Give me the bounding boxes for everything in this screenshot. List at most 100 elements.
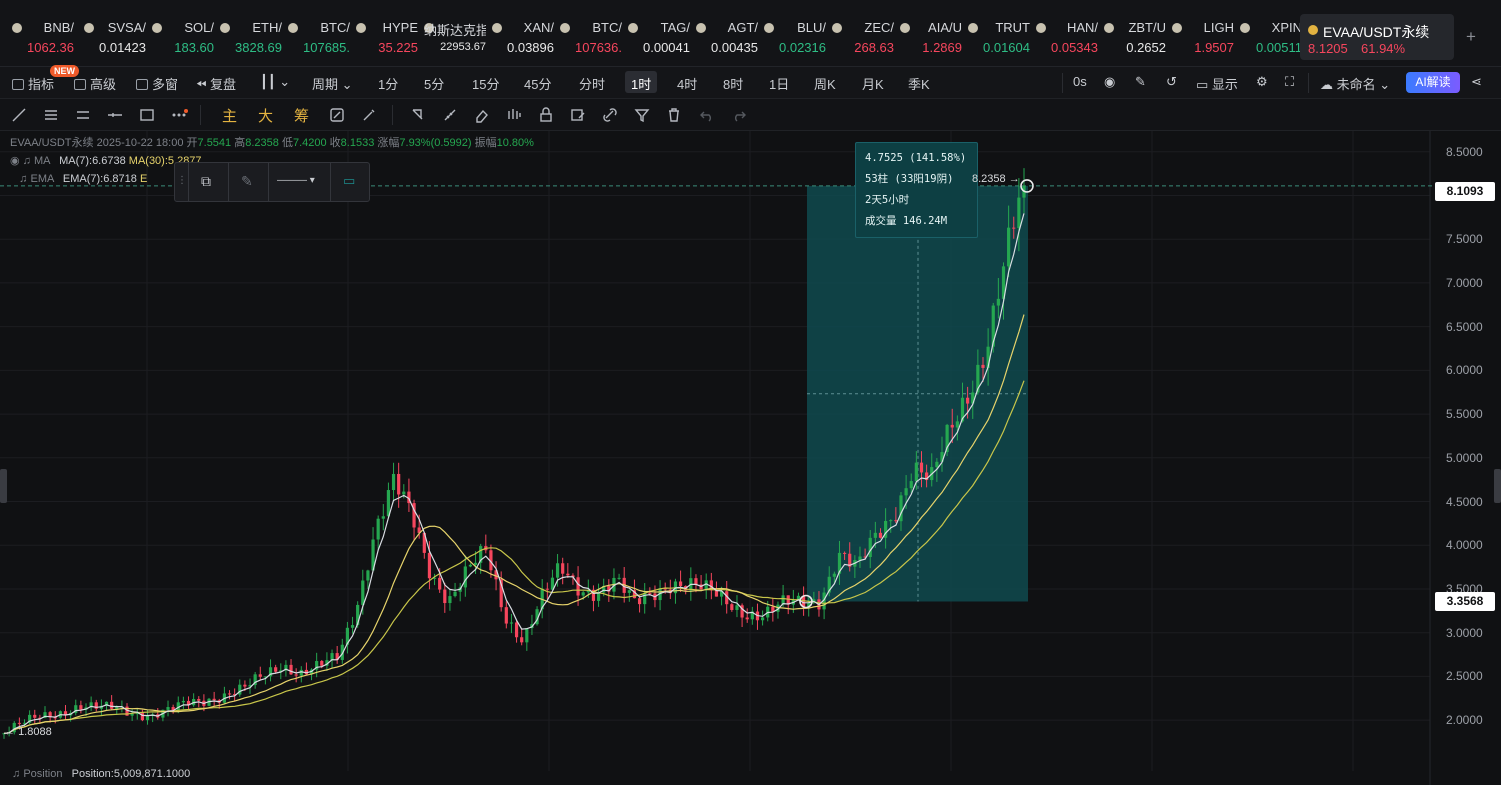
timeframe-option[interactable]: 15分 [472, 77, 500, 92]
coin-icon [424, 23, 434, 33]
bell-icon[interactable]: ♫ [19, 173, 28, 185]
ticker-item[interactable]: ETH/3828.69 [220, 18, 284, 60]
timeframe-option[interactable]: 4时 [677, 77, 698, 92]
display-label: 显示 [1211, 77, 1238, 92]
timeframe-option[interactable]: 1分 [378, 77, 399, 92]
timeframe-option[interactable]: 8时 [723, 77, 744, 92]
drag-handle-icon[interactable]: ⋮ [175, 163, 189, 201]
more-tools-icon[interactable] [169, 105, 189, 125]
magnet-icon[interactable] [504, 105, 524, 125]
ticker-item[interactable]: AIA/U 1.2869 [900, 18, 964, 60]
timeframe-option[interactable]: 1时 [625, 71, 658, 93]
bell-icon[interactable]: ♫ [22, 155, 31, 167]
filter-icon[interactable] [632, 105, 652, 125]
ruler-icon[interactable] [440, 105, 460, 125]
brush-icon[interactable] [359, 105, 379, 125]
ticker-name: 纳斯达克指 [424, 23, 486, 38]
trash-icon[interactable] [664, 105, 684, 125]
lock-icon[interactable] [536, 105, 556, 125]
fullscreen-icon[interactable]: ⛶ [1285, 74, 1295, 89]
ticker-item[interactable]: TRUT 0.01604 [968, 18, 1032, 60]
settings-icon[interactable]: ⚙ [1256, 74, 1268, 89]
ticker-item[interactable]: LIGH 1.9507 [1172, 18, 1236, 60]
camera-icon[interactable]: ◉ [1104, 74, 1116, 89]
candle-body [74, 705, 78, 713]
ticker-item[interactable]: HYPE 35.225 [356, 18, 420, 60]
active-ticker-tab[interactable]: EVAA/USDT永续 8.1205 61.94% [1300, 14, 1454, 60]
main-chart-toggle[interactable]: 主 [222, 108, 238, 125]
ticker-item[interactable]: BTC/107636. [560, 18, 624, 60]
timeframe-option[interactable]: 1日 [769, 77, 790, 92]
horizontal-lines-icon[interactable] [73, 105, 93, 125]
ema-row[interactable]: ♫ EMA EMA(7):6.8718 E [10, 170, 534, 188]
left-panel-handle[interactable] [0, 469, 7, 503]
timeframe-option[interactable]: 季K [908, 77, 930, 92]
ticker-item[interactable]: SOL/183.60 [152, 18, 216, 60]
text-tool-icon[interactable] [408, 105, 428, 125]
redo-icon[interactable] [729, 105, 749, 125]
candle-body [909, 481, 913, 489]
big-order-toggle[interactable]: 大 [258, 108, 274, 125]
candle-body [422, 532, 426, 553]
ticker-item[interactable]: SVSA/0.01423 [84, 18, 148, 60]
fill-icon[interactable]: ▭ [343, 173, 356, 188]
ticker-item[interactable]: AGT/0.00435 [696, 18, 760, 60]
timeframe-option[interactable]: 分时 [579, 77, 606, 92]
ticker-item[interactable]: XAN/0.03896 [492, 18, 556, 60]
edit-drawings-icon[interactable] [568, 105, 588, 125]
candle-body [330, 653, 334, 661]
ticker-item[interactable]: BNB/1062.36 [12, 18, 76, 60]
ticker-item[interactable]: TAG/0.00041 [628, 18, 692, 60]
coin-icon [696, 23, 706, 33]
share-icon[interactable]: ⋖ [1471, 74, 1482, 89]
candlestick-chart[interactable] [0, 131, 1501, 785]
link-icon[interactable] [600, 105, 620, 125]
candle-body [740, 605, 744, 618]
pen-color-icon[interactable]: ✎ [229, 163, 269, 201]
ticker-price: 35.225 [378, 40, 418, 55]
ticker-item[interactable]: HAN/0.05343 [1036, 18, 1100, 60]
ticker-price: 0.02316 [779, 40, 826, 55]
horizontal-ray-icon[interactable] [105, 105, 125, 125]
trend-line-icon[interactable] [9, 105, 29, 125]
clone-icon[interactable]: ⧉ [189, 163, 229, 201]
parallel-lines-icon[interactable] [41, 105, 61, 125]
eye-icon[interactable]: ◉ [10, 155, 20, 167]
chips-toggle[interactable]: 筹 [294, 108, 310, 125]
ticker-name: TAG/ [660, 20, 690, 35]
replay-button[interactable]: ⏪︎ 复盘 [196, 74, 236, 93]
ticker-item[interactable]: BTC/107685. [288, 18, 352, 60]
line-style-dropdown[interactable]: ——— ▾ [269, 163, 331, 201]
ticker-item[interactable]: BLU/0.02316 [764, 18, 828, 60]
ticker-item[interactable]: ZEC/268.63 [832, 18, 896, 60]
advanced-button[interactable]: 高级 [74, 74, 116, 93]
undo-icon[interactable] [697, 105, 717, 125]
chart-area[interactable]: EVAA/USDT永续 2025-10-22 18:00 开7.5541 高8.… [0, 131, 1501, 785]
display-button[interactable]: ▭ 显示 [1196, 74, 1238, 93]
rectangle-icon[interactable] [137, 105, 157, 125]
multi-window-button[interactable]: 多窗 [136, 74, 178, 93]
low-value: 7.4200 [292, 137, 327, 149]
ai-analysis-button[interactable]: AI解读 [1406, 72, 1460, 93]
candle-body [63, 711, 68, 716]
right-panel-handle[interactable] [1494, 469, 1501, 503]
coin-icon [832, 23, 842, 33]
timeframe-option[interactable]: 5分 [424, 77, 445, 92]
add-tab-icon[interactable]: + [1466, 27, 1476, 46]
timeframe-option[interactable]: 月K [862, 77, 884, 92]
rotate-icon[interactable]: ↺ [1166, 74, 1177, 89]
chart-type-dropdown[interactable]: ┃┃ ⌄ [260, 74, 290, 90]
period-dropdown[interactable]: 周期 ⌄ [312, 77, 353, 92]
ticker-item[interactable]: ZBT/U 0.2652 [1104, 18, 1168, 60]
indicators-button[interactable]: 指标 [12, 74, 54, 93]
ticker-price: 0.01423 [99, 40, 146, 55]
layout-dropdown[interactable]: ☁ 未命名 ⌄ [1320, 77, 1391, 92]
pencil-icon[interactable]: ✎ [1135, 74, 1146, 89]
auto-fit-icon[interactable] [327, 105, 347, 125]
timeframe-option[interactable]: 周K [814, 77, 836, 92]
eraser-icon[interactable] [472, 105, 492, 125]
timeframe-option[interactable]: 45分 [524, 77, 552, 92]
ticker-item[interactable]: 纳斯达克指 22953.67 [424, 18, 488, 60]
drawing-style-popup[interactable]: ⋮ ⧉ ✎ ——— ▾ ▭ [174, 162, 370, 202]
ticker-item[interactable]: XPIN 0.00511 [1240, 18, 1304, 60]
